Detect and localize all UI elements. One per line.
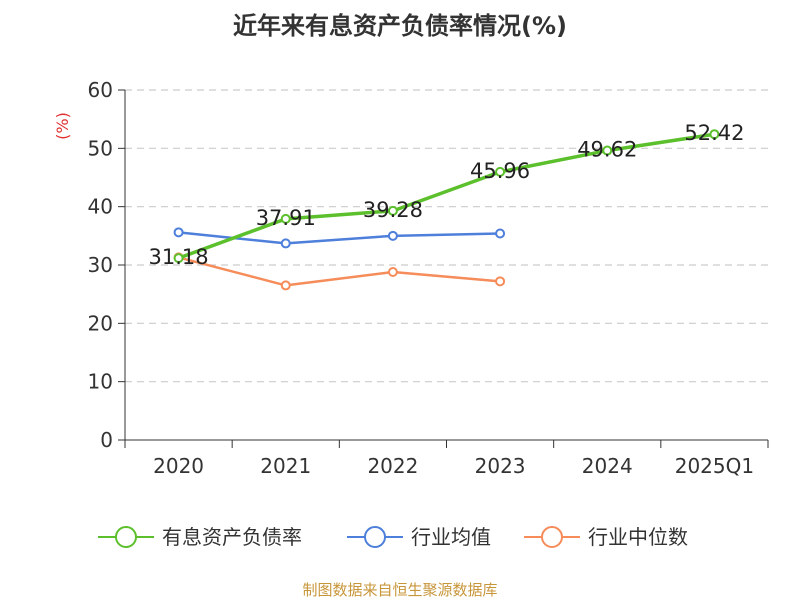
data-point — [280, 213, 291, 224]
x-tick-label: 2025Q1 — [675, 454, 754, 478]
y-tick-labels: 0 10 20 30 40 50 60 — [88, 78, 113, 452]
series-line — [178, 256, 501, 287]
data-label: 45.96 — [470, 159, 530, 183]
data-label: 49.62 — [577, 138, 637, 162]
x-tick-labels: 2020 2021 2022 2023 2024 2025Q1 — [153, 454, 754, 478]
legend-label: 有息资产负债率 — [162, 525, 302, 549]
data-point — [387, 267, 398, 277]
legend-label: 行业均值 — [411, 525, 491, 549]
data-label: 31.18 — [149, 245, 209, 269]
legend: 有息资产负债率 行业均值 行业中位数 — [98, 525, 688, 549]
data-label: 39.28 — [363, 198, 423, 222]
data-point — [495, 276, 506, 287]
x-tick-label: 2024 — [582, 454, 633, 478]
data-point — [280, 280, 291, 291]
chart-title: 近年来有息资产负债率情况(%) — [233, 12, 567, 40]
data-point — [495, 166, 506, 177]
series-lines — [173, 129, 720, 291]
data-point — [173, 253, 184, 264]
source-note: 制图数据来自恒生聚源数据库 — [302, 581, 497, 599]
y-tick-label: 60 — [88, 78, 113, 102]
axes — [118, 89, 769, 448]
series-2 — [173, 252, 506, 291]
series-0 — [173, 129, 720, 264]
y-tick-label: 50 — [88, 136, 113, 160]
y-tick-label: 0 — [100, 428, 113, 452]
x-tick-label: 2022 — [367, 454, 418, 478]
series-1 — [173, 227, 506, 249]
data-point — [495, 228, 506, 239]
series-line — [177, 132, 715, 260]
y-tick-label: 20 — [88, 311, 113, 335]
legend-label: 行业中位数 — [588, 525, 688, 549]
legend-marker — [364, 526, 386, 548]
data-point — [387, 230, 398, 241]
y-axis-unit: (%) — [53, 112, 72, 140]
data-point — [602, 145, 613, 156]
data-labels: 31.18 37.91 39.28 45.96 49.62 52.42 — [149, 121, 745, 269]
data-point — [280, 238, 291, 249]
legend-marker — [541, 526, 563, 548]
data-label: 37.91 — [256, 206, 316, 230]
x-tick-label: 2023 — [475, 454, 526, 478]
data-point — [709, 129, 720, 140]
legend-marker — [115, 526, 137, 548]
data-point — [173, 227, 184, 238]
y-tick-label: 10 — [88, 370, 113, 394]
y-tick-label: 40 — [88, 195, 113, 219]
x-tick-label: 2021 — [260, 454, 311, 478]
y-tick-label: 30 — [88, 253, 113, 277]
data-point — [387, 205, 398, 216]
legend-item: 行业均值 — [347, 525, 491, 549]
legend-item: 有息资产负债率 — [98, 525, 302, 549]
x-tick-label: 2020 — [153, 454, 204, 478]
data-label: 52.42 — [684, 121, 744, 145]
legend-item: 行业中位数 — [524, 525, 688, 549]
